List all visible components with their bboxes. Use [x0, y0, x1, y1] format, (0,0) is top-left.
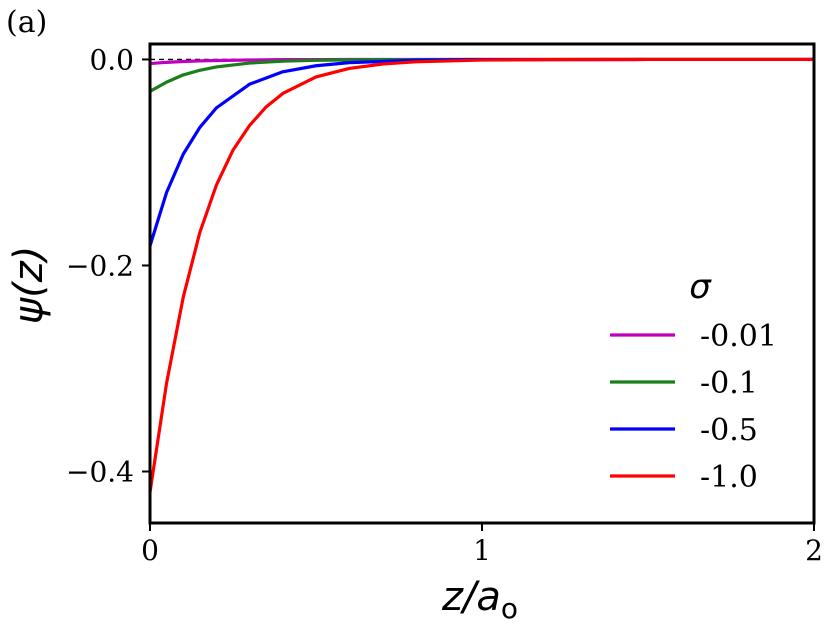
y-tick-label: −0.4 — [66, 455, 134, 488]
panel-label: (a) — [6, 5, 47, 40]
x-axis-label: z/ao — [441, 574, 518, 623]
legend-title: σ — [689, 267, 712, 307]
x-tick-label: 0 — [141, 534, 159, 567]
plot-frame — [148, 42, 816, 525]
series-line-1 — [149, 57, 814, 93]
series-layer — [148, 57, 814, 493]
legend-label-0: -0.01 — [700, 319, 777, 354]
y-tick-label: 0.0 — [89, 43, 134, 76]
series-line-3 — [148, 57, 814, 493]
legend: σ -0.01 -0.1 -0.5 -1.0 — [610, 267, 777, 495]
x-axis-ticks: 0 1 2 — [141, 523, 823, 567]
y-axis-ticks: 0.0 −0.2 −0.4 — [66, 43, 150, 488]
x-axis-label-main: z/a — [441, 574, 501, 620]
x-tick-label: 1 — [473, 534, 491, 567]
series-line-2 — [148, 57, 814, 247]
legend-label-1: -0.1 — [700, 366, 758, 401]
x-axis-label-subscript: o — [501, 592, 518, 623]
y-tick-label: −0.2 — [66, 249, 134, 282]
plot-area — [148, 57, 814, 493]
legend-items: -0.01 -0.1 -0.5 -1.0 — [610, 319, 777, 495]
legend-label-3: -1.0 — [700, 460, 758, 495]
y-axis-label: ψ(z) — [6, 246, 52, 325]
x-tick-label: 2 — [805, 534, 823, 567]
legend-label-2: -0.5 — [700, 413, 758, 448]
